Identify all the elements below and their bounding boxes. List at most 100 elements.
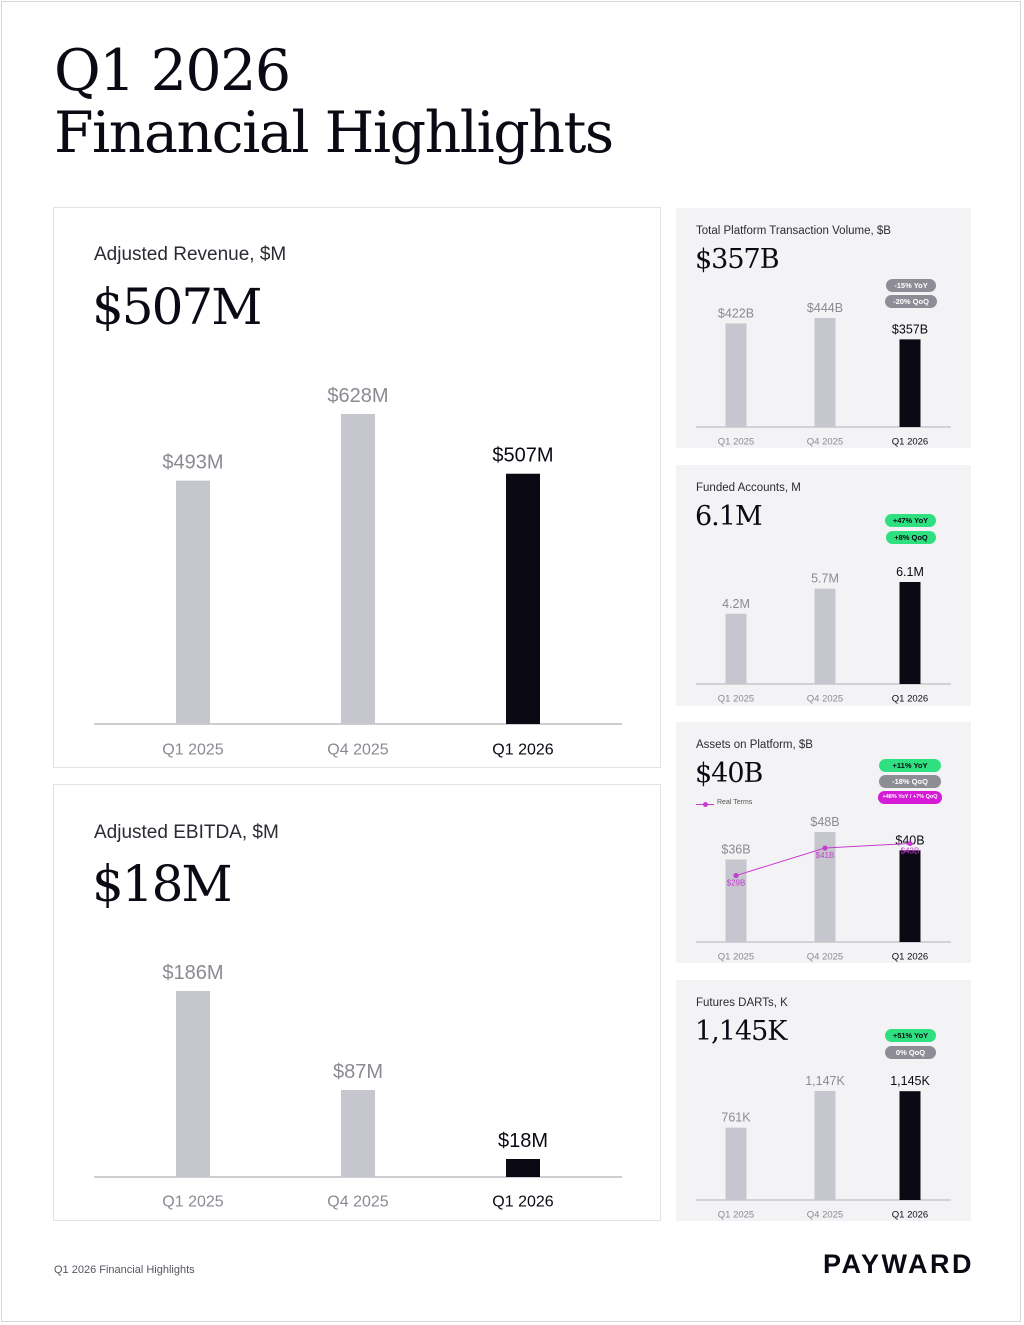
volume-bar-1	[725, 323, 747, 427]
page-title-line-1: Q1 2026	[54, 38, 291, 104]
assets-label: Assets on Platform, $B	[696, 739, 813, 751]
darts-headline: 1,145K	[695, 1016, 787, 1047]
assets-qoq-badge: -18% QoQ	[879, 775, 941, 788]
ebitda-label: Adjusted EBITDA, $M	[94, 822, 279, 843]
revenue-value-label-3: $507M	[492, 445, 553, 467]
assets-value-label-2: $48B	[810, 815, 839, 829]
assets-value-label-1: $36B	[721, 843, 750, 857]
revenue-category-label-1: Q1 2025	[162, 742, 223, 759]
page-title-line-2: Financial Highlights	[54, 100, 614, 166]
darts-value-label-1: 761K	[721, 1111, 751, 1125]
assets-real-terms-label-1: $29B	[727, 879, 746, 888]
revenue-headline: $507M	[92, 278, 262, 336]
accounts-value-label-2: 5.7M	[811, 572, 839, 586]
assets-real-terms-badge: +48% YoY / +7% QoQ	[878, 791, 942, 804]
ebitda-chart: $186M Q1 2025 $87M Q4 2025 $18M Q1 2026	[94, 962, 622, 1211]
revenue-bar-3	[506, 473, 540, 724]
volume-bar-3	[899, 339, 921, 427]
volume-yoy-badge: -15% YoY	[886, 279, 936, 292]
real-terms-legend-marker	[703, 802, 708, 807]
darts-yoy-badge: +51% YoY	[885, 1029, 936, 1042]
accounts-headline: 6.1M	[695, 501, 763, 532]
accounts-chart: 4.2M Q1 2025 5.7M Q4 2025 6.1M Q1 2026	[696, 565, 951, 704]
volume-headline: $357B	[695, 244, 780, 275]
darts-category-label-3: Q1 2026	[892, 1209, 928, 1220]
accounts-category-label-3: Q1 2026	[892, 693, 928, 704]
darts-category-label-2: Q4 2025	[807, 1209, 843, 1220]
assets-card: Assets on Platform, $B $40B Real Terms +…	[676, 722, 971, 963]
ebitda-bar-3	[506, 1159, 540, 1177]
darts-value-label-3: 1,145K	[890, 1074, 930, 1088]
ebitda-category-label-3: Q1 2026	[492, 1194, 553, 1211]
volume-value-label-3: $357B	[892, 322, 928, 336]
volume-category-label-1: Q1 2025	[718, 436, 754, 447]
darts-bar-1	[725, 1127, 747, 1200]
assets-headline: $40B	[695, 758, 763, 789]
revenue-value-label-1: $493M	[162, 452, 223, 474]
revenue-value-label-2: $628M	[327, 385, 388, 407]
darts-bar-2	[814, 1091, 836, 1200]
volume-label: Total Platform Transaction Volume, $B	[696, 225, 891, 237]
accounts-category-label-2: Q4 2025	[807, 693, 843, 704]
assets-real-terms-point-3	[907, 840, 913, 847]
volume-value-label-2: $444B	[807, 301, 843, 315]
accounts-yoy-badge: +47% YoY	[885, 514, 936, 527]
darts-qoq-badge: 0% QoQ	[885, 1046, 936, 1059]
revenue-category-label-3: Q1 2026	[492, 742, 553, 759]
volume-value-label-1: $422B	[718, 306, 754, 320]
darts-card: Futures DARTs, K 1,145K +51% YoY 0% QoQ …	[676, 980, 971, 1221]
ebitda-value-label-1: $186M	[162, 962, 223, 984]
darts-value-label-2: 1,147K	[805, 1074, 845, 1088]
accounts-card: Funded Accounts, M 6.1M +47% YoY +8% QoQ…	[676, 465, 971, 706]
assets-bar-3	[899, 850, 921, 942]
ebitda-bar-1	[176, 991, 210, 1177]
revenue-card: Adjusted Revenue, $M $507M $493M Q1 2025 $…	[53, 207, 661, 768]
darts-bar-3	[899, 1091, 921, 1200]
accounts-category-label-1: Q1 2025	[718, 693, 754, 704]
accounts-label: Funded Accounts, M	[696, 482, 801, 494]
assets-bar-1	[725, 859, 747, 942]
ebitda-category-label-1: Q1 2025	[162, 1194, 223, 1211]
volume-card: Total Platform Transaction Volume, $B $3…	[676, 208, 971, 448]
revenue-bar-2	[341, 414, 375, 724]
assets-real-terms-point-2	[822, 845, 828, 851]
accounts-bar-3	[899, 582, 921, 684]
accounts-qoq-badge: +8% QoQ	[886, 531, 936, 544]
volume-category-label-3: Q1 2026	[892, 436, 928, 447]
volume-category-label-2: Q4 2025	[807, 436, 843, 447]
assets-category-label-3: Q1 2026	[892, 951, 928, 962]
revenue-category-label-2: Q4 2025	[327, 742, 388, 759]
revenue-chart: $493M Q1 2025 $628M Q4 2025 $507M Q1 2026	[94, 385, 622, 759]
assets-real-terms-label-3: $43B	[901, 846, 920, 855]
ebitda-bar-2	[341, 1090, 375, 1177]
ebitda-category-label-2: Q4 2025	[327, 1194, 388, 1211]
volume-bar-2	[814, 318, 836, 427]
darts-label: Futures DARTs, K	[696, 997, 788, 1009]
real-terms-legend-label: Real Terms	[717, 799, 753, 806]
assets-bar-2	[814, 832, 836, 942]
accounts-bar-2	[814, 588, 836, 684]
assets-category-label-2: Q4 2025	[807, 951, 843, 962]
page-title: Q1 2026 Financial Highlights	[54, 38, 614, 166]
assets-real-terms-label-2: $41B	[816, 851, 835, 860]
darts-category-label-1: Q1 2025	[718, 1209, 754, 1220]
payward-logo: PAYWARD	[823, 1249, 975, 1279]
assets-yoy-badge: +11% YoY	[879, 759, 941, 772]
footer-text: Q1 2026 Financial Highlights	[54, 1264, 195, 1276]
darts-chart: 761K Q1 2025 1,147K Q4 2025 1,145K Q1 2026	[696, 1074, 951, 1220]
volume-qoq-badge: -20% QoQ	[885, 295, 937, 308]
ebitda-card: Adjusted EBITDA, $M $18M $186M Q1 2025 $87…	[53, 784, 661, 1221]
ebitda-headline: $18M	[92, 855, 233, 913]
assets-category-label-1: Q1 2025	[718, 951, 754, 962]
revenue-bar-1	[176, 480, 210, 724]
revenue-label: Adjusted Revenue, $M	[94, 244, 287, 265]
assets-real-terms-point-1	[733, 872, 739, 879]
volume-chart: $422B Q1 2025 $444B Q4 2025 $357B Q1 2026	[696, 301, 951, 447]
accounts-value-label-3: 6.1M	[896, 565, 924, 579]
ebitda-value-label-2: $87M	[333, 1061, 383, 1083]
accounts-bar-1	[725, 613, 747, 684]
accounts-value-label-1: 4.2M	[722, 597, 750, 611]
ebitda-value-label-3: $18M	[498, 1130, 548, 1152]
